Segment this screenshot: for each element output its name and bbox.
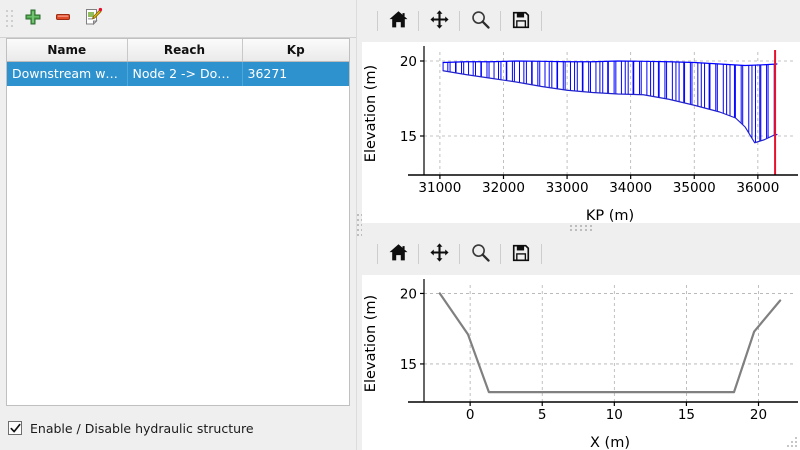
- svg-text:15: 15: [400, 129, 417, 145]
- plot-pan-button-bottom[interactable]: [424, 239, 454, 269]
- panel-splitter-vertical[interactable]: [356, 0, 363, 450]
- home-icon: [388, 9, 409, 33]
- svg-text:15: 15: [678, 407, 695, 423]
- svg-text:36000: 36000: [736, 180, 779, 196]
- longitudinal-profile-pane: 31000 32000 33000 34000 35000 36000 15 20 KP (m)…: [362, 0, 800, 223]
- column-header-kp[interactable]: Kp: [242, 39, 349, 62]
- longitudinal-profile-canvas[interactable]: 31000 32000 33000 34000 35000 36000 15 20 KP (m)…: [362, 42, 800, 223]
- svg-text:20: 20: [400, 54, 417, 70]
- svg-text:0: 0: [466, 407, 475, 423]
- splitter-grip-dots: [356, 214, 363, 236]
- plot-save-button-top[interactable]: [506, 6, 536, 36]
- structures-panel: Name Reach Kp Downstream weir Node 2 -> …: [0, 0, 356, 450]
- svg-text:Elevation (m): Elevation (m): [363, 295, 379, 392]
- svg-text:Elevation (m): Elevation (m): [363, 65, 379, 162]
- structures-footer: Enable / Disable hydraulic structure: [0, 406, 356, 450]
- edit-note-icon: [83, 7, 103, 30]
- toolbar-separator: [418, 244, 419, 264]
- plot-home-button-bottom[interactable]: [383, 239, 413, 269]
- structures-toolbar: [0, 0, 356, 38]
- toolbar-separator: [377, 244, 378, 264]
- plot-home-button-top[interactable]: [383, 6, 413, 36]
- toolbar-drag-handle[interactable]: [6, 8, 13, 30]
- svg-text:15: 15: [400, 357, 417, 373]
- svg-text:35000: 35000: [673, 180, 716, 196]
- cell-kp[interactable]: 36271: [242, 61, 349, 86]
- plot-zoom-button-bottom[interactable]: [465, 239, 495, 269]
- svg-text:20: 20: [400, 286, 417, 302]
- plot-save-button-bottom[interactable]: [506, 239, 536, 269]
- longitudinal-plot-toolbar: [362, 0, 800, 42]
- svg-text:KP (m): KP (m): [586, 208, 634, 223]
- svg-text:10: 10: [606, 407, 623, 423]
- table-row[interactable]: Downstream weir Node 2 -> Down... 36271: [7, 61, 349, 86]
- svg-text:20: 20: [750, 407, 767, 423]
- enable-structure-label: Enable / Disable hydraulic structure: [30, 420, 254, 436]
- svg-text:31000: 31000: [418, 180, 461, 196]
- enable-structure-checkbox[interactable]: [8, 421, 22, 435]
- remove-structure-button[interactable]: [48, 4, 78, 34]
- edit-structure-button[interactable]: [78, 4, 108, 34]
- toolbar-separator: [500, 11, 501, 31]
- svg-text:X (m): X (m): [590, 435, 630, 450]
- home-icon: [388, 242, 409, 266]
- move-icon: [429, 242, 450, 266]
- toolbar-separator: [500, 244, 501, 264]
- plot-zoom-button-top[interactable]: [465, 6, 495, 36]
- column-header-reach[interactable]: Reach: [127, 39, 243, 62]
- magnifier-icon: [470, 242, 491, 266]
- floppy-disk-icon: [511, 243, 531, 266]
- cross-section-plot-toolbar: [362, 233, 800, 275]
- plot-pan-button-top[interactable]: [424, 6, 454, 36]
- add-structure-button[interactable]: [18, 4, 48, 34]
- cross-section-pane: 0 5 10 15 20 15 20 X (m) Elevation (m): [362, 233, 800, 450]
- cell-reach[interactable]: Node 2 -> Down...: [127, 61, 243, 86]
- toolbar-separator: [541, 11, 542, 31]
- svg-text:34000: 34000: [609, 180, 652, 196]
- floppy-disk-icon: [511, 10, 531, 33]
- move-icon: [429, 9, 450, 33]
- cross-section-canvas[interactable]: 0 5 10 15 20 15 20 X (m) Elevation (m): [362, 275, 800, 450]
- check-icon: [9, 423, 21, 432]
- minus-icon: [54, 8, 72, 29]
- toolbar-separator: [459, 244, 460, 264]
- toolbar-separator: [418, 11, 419, 31]
- structures-table[interactable]: Name Reach Kp Downstream weir Node 2 -> …: [6, 38, 350, 406]
- column-header-name[interactable]: Name: [7, 39, 128, 62]
- toolbar-separator: [377, 11, 378, 31]
- magnifier-icon: [470, 9, 491, 33]
- plus-icon: [24, 8, 42, 29]
- toolbar-separator: [541, 244, 542, 264]
- plot-splitter-horizontal[interactable]: [362, 223, 800, 233]
- svg-text:5: 5: [538, 407, 547, 423]
- table-header-row: Name Reach Kp: [7, 39, 349, 62]
- plots-panel: 31000 32000 33000 34000 35000 36000 15 20 KP (m)…: [362, 0, 800, 450]
- window-resize-grip[interactable]: [784, 434, 798, 448]
- toolbar-separator: [459, 11, 460, 31]
- cell-name[interactable]: Downstream weir: [7, 61, 128, 86]
- svg-text:32000: 32000: [482, 180, 525, 196]
- svg-text:33000: 33000: [546, 180, 589, 196]
- splitter-grip-dots: [570, 225, 592, 231]
